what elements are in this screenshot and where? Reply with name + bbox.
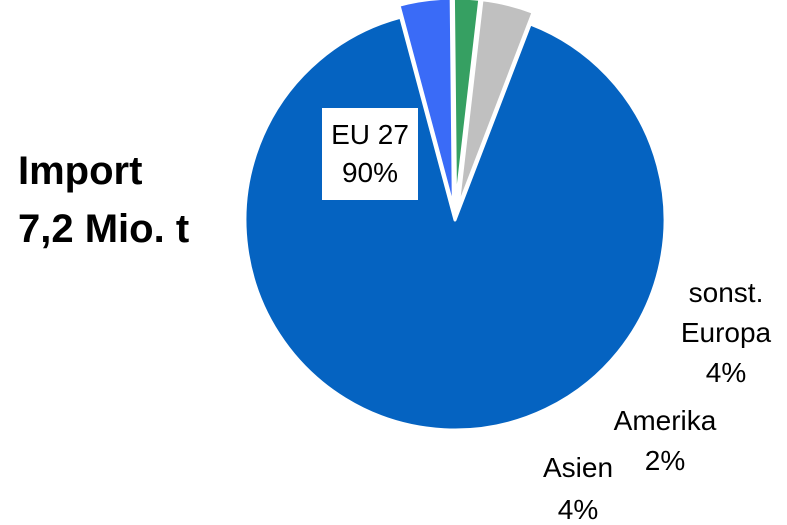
chart-title-line-2: 7,2 Mio. t (18, 207, 190, 251)
slice-label-sonst-europa: sonst. Europa 4% (681, 277, 772, 388)
slice-label-amerika: Amerika 2% (614, 405, 717, 476)
chart-title-line-1: Import (18, 149, 143, 193)
pie-slice-asien (456, 0, 535, 210)
slice-label-eu27: EU 27 90% (331, 119, 409, 188)
slice-label-asien: Asien 4% (543, 452, 613, 525)
pie-slice-sonst-europa (397, 0, 455, 210)
eu27-label-box (322, 108, 418, 200)
chart-title: Import 7,2 Mio. t (18, 142, 189, 258)
pie-slice-amerika (451, 0, 482, 210)
